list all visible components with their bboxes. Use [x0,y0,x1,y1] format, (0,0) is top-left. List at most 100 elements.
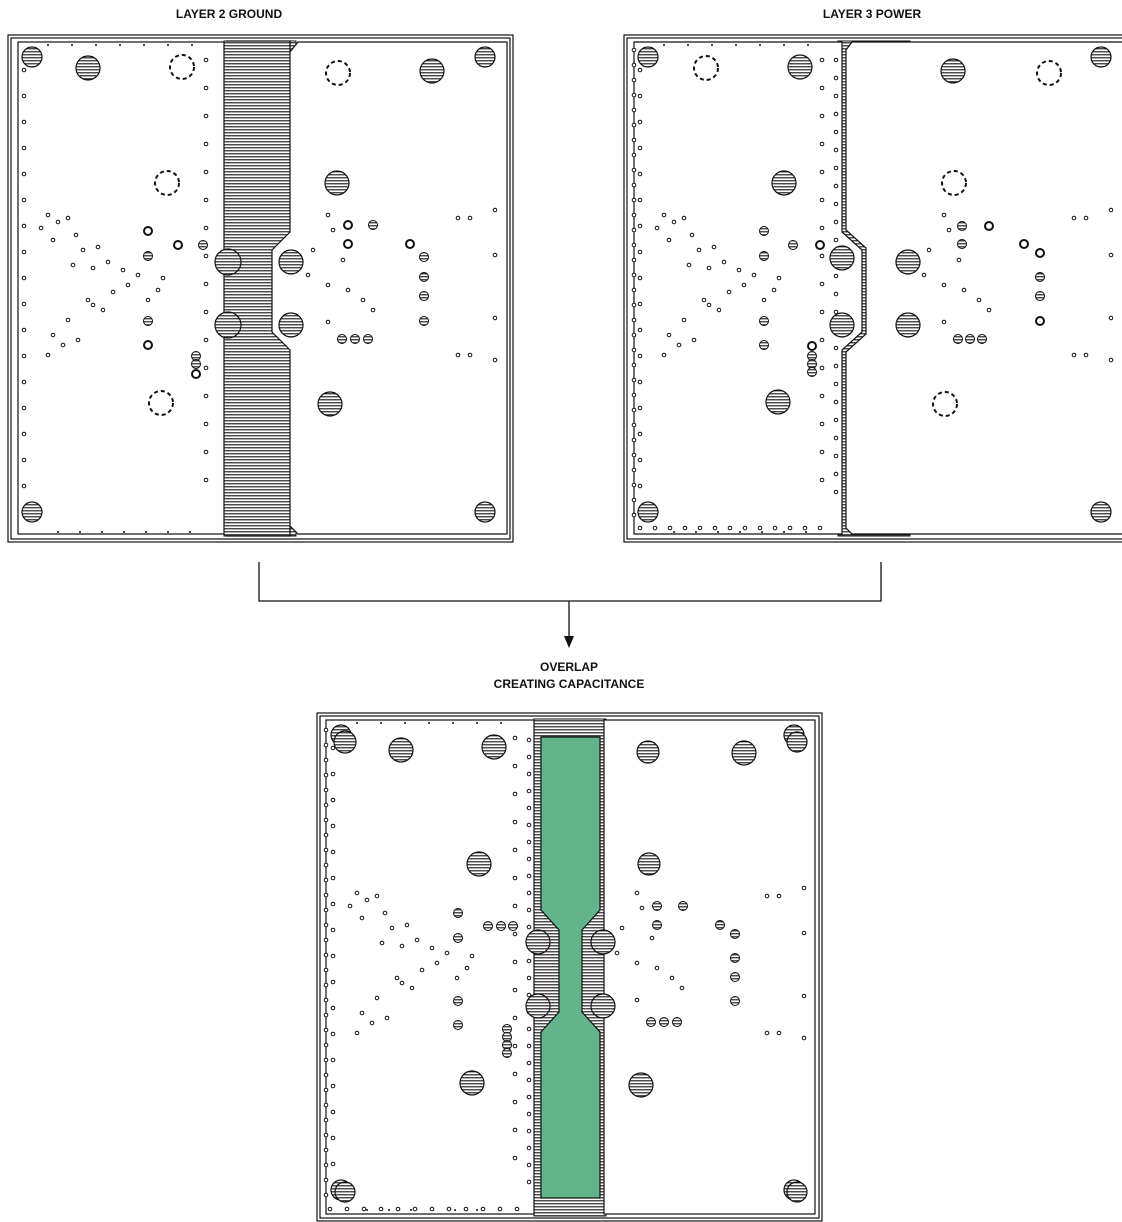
dot-via [681,215,687,221]
dot-via [446,1206,452,1212]
dot-via [21,275,27,281]
dot-via [631,122,637,128]
dot-via [512,847,518,853]
dot-via [526,890,532,896]
dot-via [330,901,336,907]
dot-via [330,849,336,855]
hatched-via [525,993,551,1019]
dot-via [833,129,839,135]
dot-via [323,1087,329,1093]
dot-via [631,212,637,218]
dot-via [330,1083,336,1089]
dot-via [100,307,106,313]
dot-via [833,93,839,99]
dashed-via [693,55,719,81]
dot-via [512,931,518,937]
dot-via [681,317,687,323]
small-hatched-via [957,221,967,231]
dot-via [310,247,316,253]
small-hatched-via [759,251,769,261]
hatched-via [525,929,551,955]
dot-via [637,457,643,463]
dot-via [631,317,637,323]
ring-via [343,220,353,230]
small-hatched-via [368,220,378,230]
dot-via [323,1042,329,1048]
dot-via [80,247,86,253]
hatched-via [481,734,507,760]
dot-via [60,342,66,348]
small-hatched-via [730,996,740,1006]
ring-via [343,239,353,249]
dot-via [323,952,329,958]
dot-via [526,907,532,913]
dot-via [819,477,825,483]
dot-via [340,257,346,263]
dot-via [631,77,637,83]
merge-connector [258,562,882,648]
dot-via [833,111,839,117]
dot-via [976,297,982,303]
dot-via [323,802,329,808]
dot-via [330,979,336,985]
dot-via [721,259,727,265]
dot-via [631,332,637,338]
dot-via [323,1027,329,1033]
dot-via [65,317,71,323]
dot-via [330,1109,336,1115]
dot-via [526,805,532,811]
small-hatched-via [977,334,987,344]
dot-via [764,893,770,899]
dot-via [691,337,697,343]
hatched-via [786,1181,808,1203]
dot-via [203,477,209,483]
hatched-via [829,245,855,271]
dot-via [323,1147,329,1153]
dot-via [1083,352,1089,358]
dot-via [676,342,682,348]
dot-via [323,757,329,763]
vias-layer [21,44,1114,1212]
dot-via [764,1030,770,1036]
dot-via [701,297,707,303]
dot-via [203,421,209,427]
point-via [452,722,454,724]
dot-via [941,282,947,288]
dot-via [526,1111,532,1117]
dot-via [330,1057,336,1063]
small-hatched-via [363,334,373,344]
dot-via [203,253,209,259]
dot-via [21,67,27,73]
dashed-via [148,390,174,416]
dot-via [344,1206,350,1212]
small-hatched-via [659,1017,669,1027]
dot-via [819,197,825,203]
dot-via [512,819,518,825]
dot-via [819,281,825,287]
hatched-via [628,1072,654,1098]
dot-via [833,471,839,477]
dot-via [203,141,209,147]
dot-via [819,169,825,175]
dot-via [203,393,209,399]
dot-via [726,289,732,295]
dot-via [819,225,825,231]
dot-via [706,302,712,308]
dot-via [776,1030,782,1036]
dot-via [21,301,27,307]
dot-via [956,257,962,263]
dot-via [819,309,825,315]
hatched-via [1090,501,1112,523]
dot-via [203,365,209,371]
overlap-ground-plane [325,719,535,1215]
dot-via [50,332,56,338]
dot-via [712,525,718,531]
dot-via [454,975,460,981]
dot-via [697,525,703,531]
layer2-ground-board [7,34,514,543]
dot-via [689,232,695,238]
dot-via [801,1035,807,1041]
dot-via [631,107,637,113]
dot-via [512,903,518,909]
dot-via [203,449,209,455]
